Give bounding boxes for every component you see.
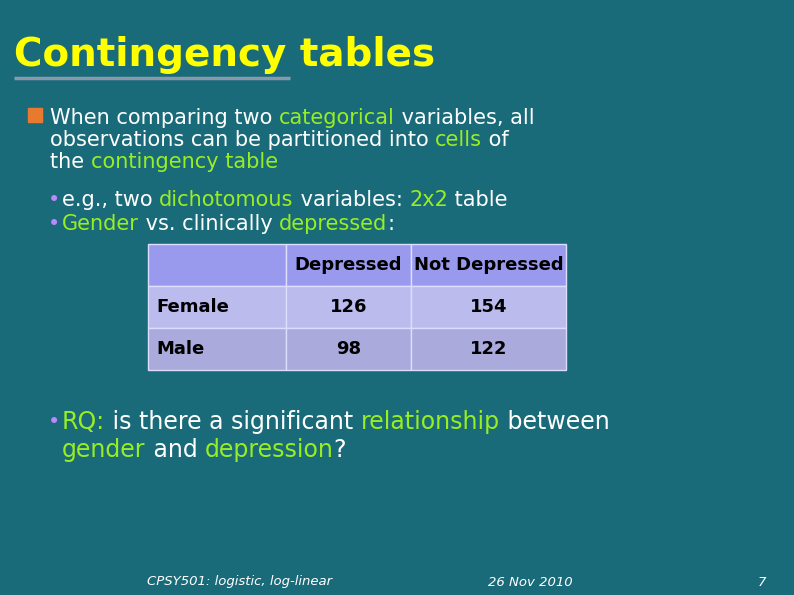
Bar (411, 244, 566, 286)
Bar (286, 244, 411, 286)
Bar (148, 244, 286, 286)
Text: 122: 122 (470, 340, 507, 358)
Text: vs. clinically: vs. clinically (139, 214, 279, 234)
Bar (28, 108, 42, 122)
Text: CPSY501: logistic, log-linear: CPSY501: logistic, log-linear (148, 575, 333, 588)
Bar (411, 286, 566, 328)
Text: categorical: categorical (279, 108, 395, 128)
Bar (286, 328, 411, 370)
Text: depression: depression (205, 438, 333, 462)
Text: RQ:: RQ: (62, 410, 105, 434)
Text: :: : (387, 214, 395, 234)
Text: contingency table: contingency table (91, 152, 278, 172)
Text: 2x2: 2x2 (409, 190, 448, 210)
Text: e.g., two: e.g., two (62, 190, 160, 210)
Text: When comparing two: When comparing two (50, 108, 279, 128)
Text: between: between (500, 410, 610, 434)
Text: variables:: variables: (294, 190, 409, 210)
Text: 126: 126 (330, 298, 368, 316)
Bar (148, 286, 286, 328)
Text: Contingency tables: Contingency tables (14, 36, 435, 74)
Text: Female: Female (156, 298, 229, 316)
Text: the: the (50, 152, 91, 172)
Text: relationship: relationship (361, 410, 500, 434)
Text: is there a significant: is there a significant (105, 410, 361, 434)
Text: dichotomous: dichotomous (160, 190, 294, 210)
Text: observations can be partitioned into: observations can be partitioned into (50, 130, 435, 150)
Text: 98: 98 (336, 340, 361, 358)
Text: and: and (145, 438, 205, 462)
Text: •: • (48, 190, 60, 210)
Text: 26 Nov 2010: 26 Nov 2010 (488, 575, 572, 588)
Text: variables, all: variables, all (395, 108, 534, 128)
Text: Depressed: Depressed (295, 256, 403, 274)
Text: •: • (48, 412, 60, 432)
Bar (286, 286, 411, 328)
Text: ?: ? (333, 438, 346, 462)
Text: •: • (48, 214, 60, 234)
Text: depressed: depressed (279, 214, 387, 234)
Text: table: table (448, 190, 507, 210)
Text: gender: gender (62, 438, 145, 462)
Text: Gender: Gender (62, 214, 139, 234)
Bar (148, 328, 286, 370)
Text: of: of (483, 130, 509, 150)
Text: cells: cells (435, 130, 483, 150)
Bar (411, 328, 566, 370)
Text: Not Depressed: Not Depressed (414, 256, 563, 274)
Text: Male: Male (156, 340, 204, 358)
Text: 7: 7 (757, 575, 766, 588)
Text: 154: 154 (470, 298, 507, 316)
